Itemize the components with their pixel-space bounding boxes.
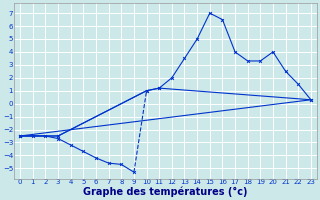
X-axis label: Graphe des températures (°c): Graphe des températures (°c)	[83, 187, 248, 197]
